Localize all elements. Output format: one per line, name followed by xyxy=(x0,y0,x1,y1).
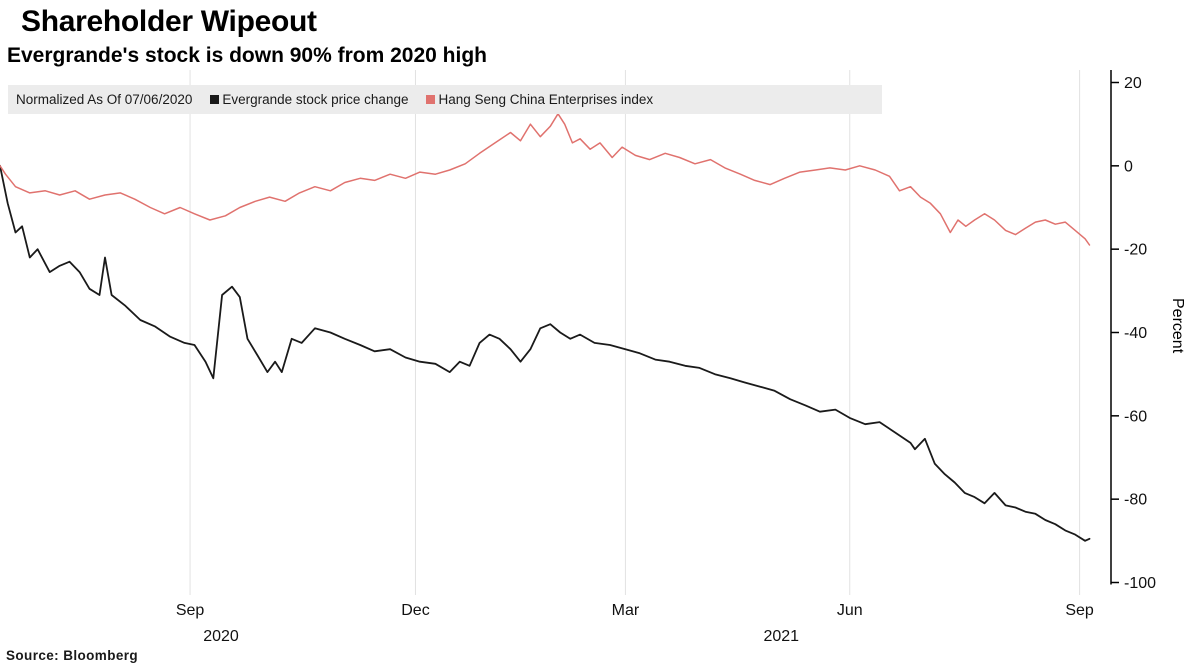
chart-subtitle: Evergrande's stock is down 90% from 2020… xyxy=(7,44,487,67)
y-tick-label: 0 xyxy=(1124,158,1133,175)
legend-item-evergrande: Evergrande stock price change xyxy=(210,92,408,107)
y-tick-label: -60 xyxy=(1124,408,1147,425)
legend-item-label-evergrande: Evergrande stock price change xyxy=(222,92,409,107)
y-tick-label: 20 xyxy=(1124,75,1142,92)
evergrande-series-swatch-icon xyxy=(210,95,220,104)
x-tick-label: Mar xyxy=(611,602,640,619)
plot-area: 20 0 -20 -40 -60 -80 -100 Normalized As Of 07/… xyxy=(0,70,1200,645)
x-tick-label: Sep xyxy=(1065,602,1094,619)
y-tick-label: -100 xyxy=(1124,575,1156,592)
legend-item-hscei: Hang Seng China Enterprises index xyxy=(426,92,653,107)
source-note: Source: Bloomberg xyxy=(6,648,139,663)
line-chart: 20 0 -20 -40 -60 -80 -100 xyxy=(0,70,1156,595)
x-tick-label: Jun xyxy=(836,602,863,619)
series-line-evergrande xyxy=(0,164,1091,542)
chart-title: Shareholder Wipeout xyxy=(21,5,317,38)
series-line-hscei xyxy=(0,113,1091,246)
y-axis-title: Percent xyxy=(1169,298,1186,354)
x-year-label: 2020 xyxy=(203,628,239,645)
legend-note: Normalized As Of 07/06/2020 xyxy=(16,92,193,107)
y-tick-label: -20 xyxy=(1124,242,1147,259)
legend-item-label-hscei: Hang Seng China Enterprises index xyxy=(438,92,654,107)
legend: Normalized As Of 07/06/2020 Evergrande s… xyxy=(8,85,882,114)
y-tick-label: -40 xyxy=(1124,325,1147,342)
hscei-series-swatch-icon xyxy=(426,95,436,104)
x-year-label: 2021 xyxy=(763,628,800,645)
x-axis: Sep Dec Mar Jun Sep 2020 2021 xyxy=(0,597,1160,667)
x-tick-label: Dec xyxy=(401,602,430,619)
y-tick-label: -80 xyxy=(1124,492,1147,509)
x-tick-label: Sep xyxy=(175,602,205,619)
